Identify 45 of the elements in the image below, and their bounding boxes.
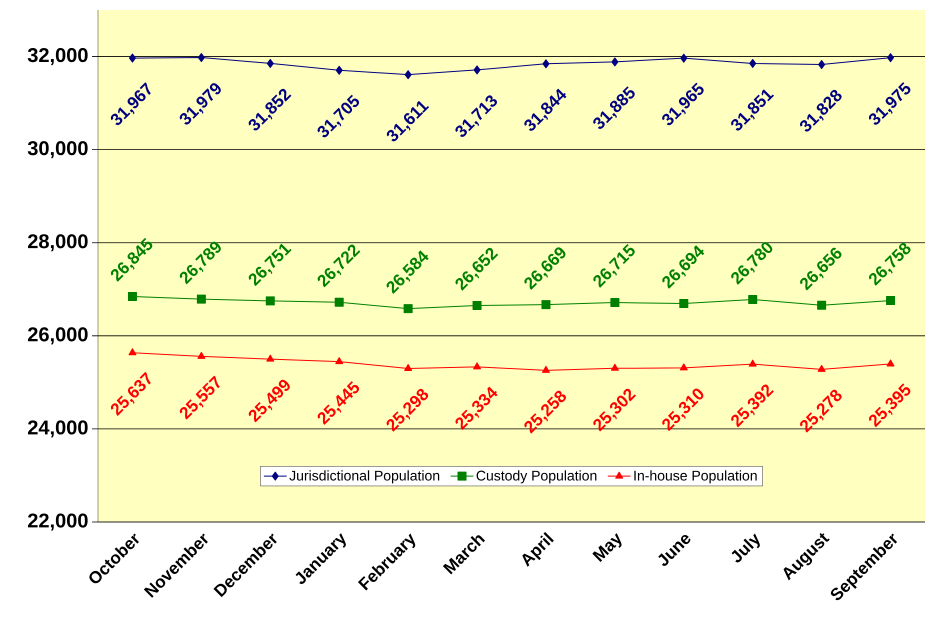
point — [886, 296, 896, 306]
y-tick-label: 24,000 — [28, 420, 88, 438]
legend-label: Jurisdictional Population — [289, 470, 440, 484]
point — [335, 357, 344, 364]
point — [336, 66, 343, 75]
point — [266, 58, 274, 68]
point — [404, 70, 412, 80]
point — [404, 364, 412, 371]
point — [818, 364, 826, 372]
point — [886, 359, 895, 366]
point — [197, 352, 206, 359]
point — [266, 296, 275, 306]
point — [611, 57, 618, 66]
point — [128, 292, 137, 301]
point — [679, 299, 688, 308]
legend-label: Custody Population — [476, 470, 596, 484]
y-tick-label: 30,000 — [28, 141, 88, 158]
point — [748, 360, 757, 367]
point — [472, 300, 482, 310]
point — [128, 54, 136, 63]
point — [473, 362, 482, 370]
point — [680, 363, 688, 370]
y-tick-label: 26,000 — [28, 327, 88, 344]
point — [542, 59, 550, 68]
point — [818, 60, 826, 70]
point — [887, 53, 894, 62]
point — [196, 294, 206, 304]
point — [198, 53, 205, 62]
legend-label: In-house Population — [634, 470, 757, 484]
point — [610, 298, 620, 308]
point — [474, 65, 481, 74]
point — [680, 54, 688, 63]
point — [610, 364, 619, 371]
point — [749, 58, 756, 68]
y-tick-label: 32,000 — [28, 48, 88, 66]
point — [542, 366, 550, 373]
point — [266, 354, 274, 362]
point — [541, 300, 550, 310]
point — [748, 295, 758, 304]
point — [817, 300, 826, 310]
point — [404, 304, 413, 314]
point — [334, 298, 344, 307]
point — [128, 348, 136, 356]
y-tick-label: 22,000 — [28, 513, 88, 531]
y-tick-label: 28,000 — [28, 234, 88, 252]
